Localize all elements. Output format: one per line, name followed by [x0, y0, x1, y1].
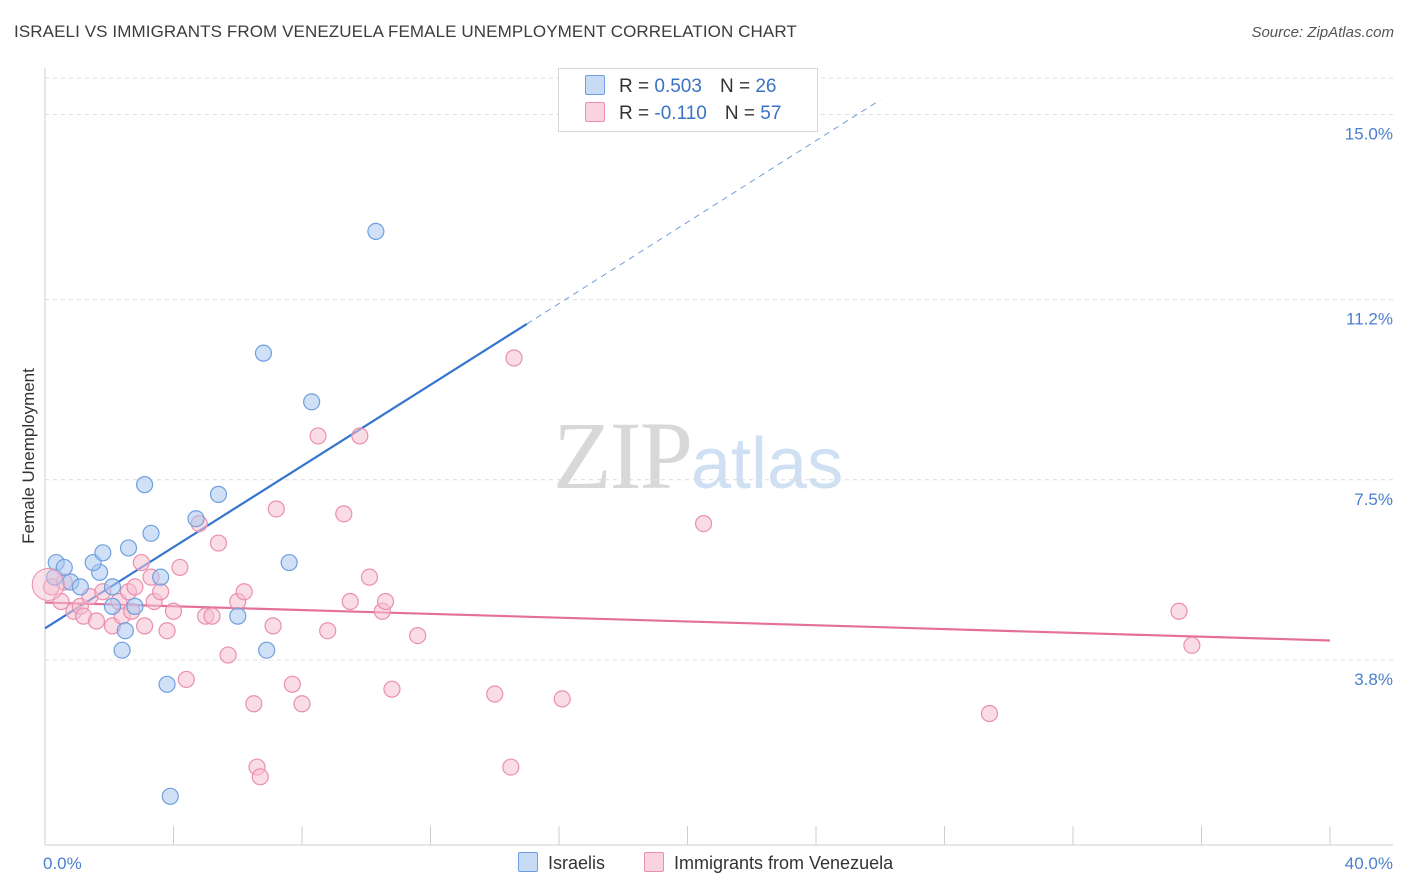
venezuela-point — [235, 583, 253, 601]
venezuela-point — [335, 505, 353, 523]
israelis-point — [135, 476, 154, 494]
x-tick-label: 40.0% — [1345, 854, 1393, 873]
israelis-point — [161, 787, 179, 805]
venezuela-point — [219, 646, 237, 664]
venezuela-point — [209, 534, 228, 552]
venezuela-point — [177, 670, 195, 689]
venezuela-point — [283, 675, 301, 693]
venezuela-point — [376, 592, 395, 611]
israelis-point — [103, 578, 122, 596]
venezuela-point — [152, 583, 170, 601]
israelis-point — [55, 558, 73, 577]
y-axis-label: Female Unemployment — [19, 368, 38, 544]
venezuela-point — [502, 758, 520, 776]
venezuela-point — [553, 690, 571, 708]
israelis-legend-swatch — [518, 852, 538, 872]
israelis-point — [254, 344, 273, 362]
venezuela-point — [1170, 602, 1188, 620]
y-tick-label: 11.2% — [1346, 310, 1393, 329]
israelis-swatch — [585, 75, 605, 95]
israelis-point — [103, 597, 122, 615]
legend-item-israelis: Israelis — [518, 852, 605, 874]
venezuela-point — [360, 568, 379, 586]
r-label: R = — [619, 76, 650, 97]
israelis-point — [71, 578, 89, 596]
israelis-point — [303, 393, 321, 411]
r-value: -0.110 — [654, 103, 707, 124]
venezuela-point — [409, 626, 427, 645]
grid-lines — [45, 77, 1393, 661]
venezuela-point — [158, 622, 176, 640]
venezuela-point — [87, 612, 106, 630]
n-label: N = — [724, 103, 755, 124]
r-label: R = — [619, 103, 650, 124]
correlation-legend: R = 0.503 N = 26 R = -0.110 N = 57 — [558, 68, 818, 132]
venezuela-point — [694, 514, 713, 533]
n-value: 26 — [755, 76, 777, 97]
israelis-point — [126, 597, 144, 615]
r-value: 0.503 — [654, 76, 702, 97]
y-tick-label: 3.8% — [1354, 670, 1393, 689]
israelis-point — [94, 544, 112, 562]
x-tick-label: 0.0% — [43, 854, 82, 873]
chart-title: ISRAELI VS IMMIGRANTS FROM VENEZUELA FEM… — [14, 22, 797, 41]
venezuela-point — [132, 553, 150, 572]
israelis-point — [229, 607, 247, 625]
venezuela-swatch — [585, 102, 605, 122]
venezuela-trend-line — [44, 601, 1331, 642]
israelis-point — [258, 641, 276, 659]
watermark: ZIPatlas — [553, 400, 843, 511]
israelis-point — [367, 222, 385, 240]
venezuela-point — [309, 427, 327, 445]
venezuela-point — [171, 558, 189, 577]
venezuela-legend-swatch — [644, 852, 664, 872]
trend-lines — [44, 99, 1331, 642]
venezuela-point — [1183, 636, 1201, 654]
n-value: 57 — [760, 103, 782, 124]
israelis-point — [187, 510, 205, 528]
venezuela-point — [505, 349, 523, 367]
venezuela-cluster-point — [31, 567, 65, 601]
israelis-point — [152, 568, 170, 586]
venezuela-point — [251, 768, 269, 786]
israelis-legend-label: Israelis — [548, 853, 606, 873]
venezuela-point — [351, 427, 369, 445]
venezuela-point — [164, 602, 183, 620]
legend-item-venezuela: Immigrants from Venezuela — [644, 852, 893, 874]
venezuela-point — [486, 685, 504, 703]
y-tick-label: 15.0% — [1345, 125, 1393, 144]
israelis-point — [209, 485, 228, 503]
source-label: Source: ZipAtlas.com — [1251, 24, 1394, 41]
venezuela-point — [341, 592, 359, 611]
watermark-zip: ZIP — [553, 402, 693, 509]
watermark-atlas: atlas — [691, 424, 844, 504]
n-label: N = — [719, 76, 751, 97]
data-points — [31, 222, 1201, 805]
israelis-point — [116, 622, 134, 640]
venezuela-point — [135, 617, 154, 635]
venezuela-legend-label: Immigrants from Venezuela — [674, 853, 894, 873]
venezuela-point — [126, 578, 144, 596]
venezuela-point — [319, 622, 337, 640]
venezuela-point — [980, 704, 999, 723]
venezuela-point — [245, 695, 263, 713]
israelis-trend-extension — [526, 99, 881, 325]
israelis-point — [113, 641, 131, 659]
axes: 3.8% 7.5% 11.2% 15.0% 0.0% 40.0% — [43, 68, 1393, 873]
legend-row-israelis: R = 0.503 N = 26 — [585, 75, 776, 98]
venezuela-point — [267, 500, 285, 518]
israelis-point — [280, 553, 298, 572]
israelis-point — [119, 539, 138, 557]
venezuela-point — [203, 607, 221, 625]
venezuela-point — [264, 617, 282, 635]
legend-row-venezuela: R = -0.110 N = 57 — [585, 102, 781, 125]
y-tick-label: 7.5% — [1354, 490, 1393, 509]
venezuela-point — [293, 695, 311, 713]
israelis-point — [158, 675, 176, 693]
israelis-point — [142, 524, 160, 542]
israelis-trend-line — [44, 322, 528, 630]
venezuela-point — [383, 680, 401, 698]
